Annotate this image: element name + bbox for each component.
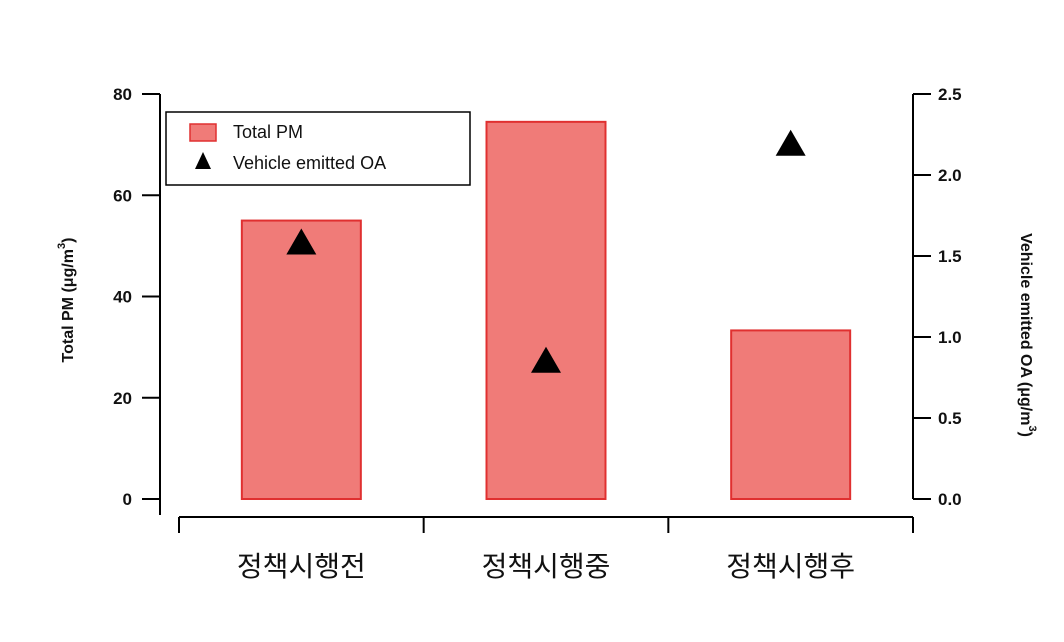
right-axis-title: Vehicle emitted OA (μg/m3) (1017, 233, 1038, 437)
marker-vehicle-oa (286, 228, 317, 255)
bar-total-pm (730, 329, 852, 501)
x-axis-category-label: 정책시행전 (237, 550, 366, 583)
right-axis-tick-label: 2.0 (938, 166, 962, 185)
x-axis-category-label: 정책시행중 (482, 550, 611, 583)
legend-label-total-pm: Total PM (233, 122, 303, 142)
legend-swatch-vehicle-oa (195, 152, 211, 169)
right-axis-tick-label: 0.5 (938, 409, 962, 428)
bar-total-pm (240, 219, 362, 500)
left-axis-title: Total PM (μg/m3) (56, 238, 77, 363)
left-axis-tick-label: 0 (123, 490, 132, 509)
right-axis-tick-label: 1.0 (938, 328, 962, 347)
left-axis-tick-label: 80 (113, 85, 132, 104)
legend-box (165, 111, 471, 186)
x-axis: 정책시행전 정책시행중 정책시행후 (178, 516, 914, 583)
x-axis-category-label: 정책시행후 (726, 550, 855, 583)
bar-total-pm (485, 120, 607, 500)
legend: Total PM Vehicle emitted OA (165, 111, 471, 186)
right-axis-tick-label: 2.5 (938, 85, 962, 104)
left-axis-tick-label: 60 (113, 186, 132, 205)
left-axis-tick-label: 20 (113, 389, 132, 408)
left-axis-tick-label: 40 (113, 288, 132, 307)
left-y-axis: 0 20 40 60 80 (113, 85, 161, 515)
legend-label-vehicle-oa: Vehicle emitted OA (233, 153, 386, 173)
right-axis-tick-label: 1.5 (938, 247, 962, 266)
right-axis-tick-label: 0.0 (938, 490, 962, 509)
marker-vehicle-oa (531, 346, 561, 373)
right-y-axis: 0.0 0.5 1.0 1.5 2.0 2.5 (912, 85, 962, 509)
marker-series-vehicle-oa (286, 129, 806, 373)
marker-vehicle-oa (775, 129, 806, 156)
bar-series-total-pm (240, 120, 852, 501)
legend-swatch-total-pm (189, 123, 217, 142)
